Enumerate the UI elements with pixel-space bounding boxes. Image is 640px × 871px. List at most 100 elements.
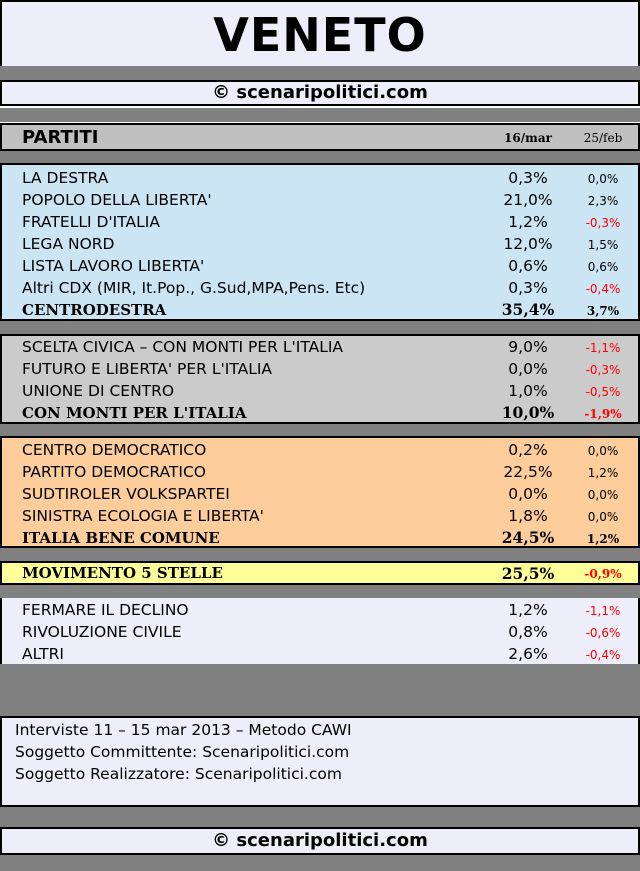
table-row: LEGA NORD 12,0% 1,5% xyxy=(2,233,638,255)
party-name: LISTA LAVORO LIBERTA' xyxy=(22,257,205,275)
party-value: 0,3% xyxy=(508,169,548,187)
header-col-previous: 25/feb xyxy=(583,131,623,145)
table-row: POPOLO DELLA LIBERTA' 21,0% 2,3% xyxy=(2,189,638,211)
party-delta: -0,3% xyxy=(585,363,621,377)
table-row: SINISTRA ECOLOGIA E LIBERTA' 1,8% 0,0% xyxy=(2,505,638,527)
party-name: FERMARE IL DECLINO xyxy=(22,601,189,619)
survey-producer: Soggetto Realizzatore: Scenaripolitici.c… xyxy=(15,765,342,783)
coalition-delta: -0,9% xyxy=(584,567,622,581)
table-row: Altri CDX (MIR, It.Pop., G.Sud,MPA,Pens.… xyxy=(2,277,638,299)
table-row: SCELTA CIVICA – CON MONTI PER L'ITALIA 9… xyxy=(2,336,638,358)
party-delta: -1,1% xyxy=(585,604,621,618)
page-title: VENETO xyxy=(0,0,640,66)
table-header: PARTITI 16/mar 25/feb xyxy=(0,123,640,151)
party-delta: 0,0% xyxy=(587,172,619,186)
party-name: RIVOLUZIONE CIVILE xyxy=(22,623,182,641)
separator xyxy=(0,422,640,436)
party-delta: -0,5% xyxy=(585,385,621,399)
separator xyxy=(0,66,640,80)
party-value: 0,8% xyxy=(508,623,548,641)
table-row: CENTRO DEMOCRATICO 0,2% 0,0% xyxy=(2,439,638,461)
party-value: 9,0% xyxy=(508,338,548,356)
party-value: 21,0% xyxy=(503,191,553,209)
total-row: ITALIA BENE COMUNE 24,5% 1,2% xyxy=(2,527,638,549)
party-delta: -1,1% xyxy=(585,341,621,355)
coalition-name: MOVIMENTO 5 STELLE xyxy=(22,564,223,582)
party-name: LA DESTRA xyxy=(22,169,109,187)
party-name: SUDTIROLER VOLKSPARTEI xyxy=(22,485,230,503)
party-name: CENTRO DEMOCRATICO xyxy=(22,441,207,459)
party-delta: 1,2% xyxy=(587,466,619,480)
party-value: 1,2% xyxy=(508,601,548,619)
party-name: SCELTA CIVICA – CON MONTI PER L'ITALIA xyxy=(22,338,344,356)
party-delta: -0,6% xyxy=(585,626,621,640)
separator xyxy=(0,664,640,716)
party-delta: 0,0% xyxy=(587,510,619,524)
table-row: UNIONE DI CENTRO 1,0% -0,5% xyxy=(2,380,638,402)
party-value: 12,0% xyxy=(503,235,553,253)
total-row: MOVIMENTO 5 STELLE 25,5% -0,9% xyxy=(2,563,638,583)
separator xyxy=(0,108,640,122)
coalition-value: 24,5% xyxy=(501,528,555,547)
party-value: 0,0% xyxy=(508,485,548,503)
party-name: UNIONE DI CENTRO xyxy=(22,382,175,400)
table-row: PARTITO DEMOCRATICO 22,5% 1,2% xyxy=(2,461,638,483)
separator xyxy=(0,151,640,163)
party-name: POPOLO DELLA LIBERTA' xyxy=(22,191,212,209)
table-row: SUDTIROLER VOLKSPARTEI 0,0% 0,0% xyxy=(2,483,638,505)
total-row: CENTRODESTRA 35,4% 3,7% xyxy=(2,299,638,321)
coalition-name: CON MONTI PER L'ITALIA xyxy=(22,404,247,422)
party-value: 1,8% xyxy=(508,507,548,525)
party-name: FRATELLI D'ITALIA xyxy=(22,213,160,231)
party-name: FUTURO E LIBERTA' PER L'ITALIA xyxy=(22,360,273,378)
total-row: CON MONTI PER L'ITALIA 10,0% -1,9% xyxy=(2,402,638,424)
separator xyxy=(0,855,640,871)
coalition-delta: 3,7% xyxy=(586,304,620,318)
party-name: LEGA NORD xyxy=(22,235,115,253)
table-row: FRATELLI D'ITALIA 1,2% -0,3% xyxy=(2,211,638,233)
coalition-delta: -1,9% xyxy=(584,407,622,421)
party-delta: -0,4% xyxy=(585,648,621,662)
party-name: PARTITO DEMOCRATICO xyxy=(22,463,206,481)
table-row: LISTA LAVORO LIBERTA' 0,6% 0,6% xyxy=(2,255,638,277)
party-value: 22,5% xyxy=(503,463,553,481)
separator xyxy=(0,547,640,561)
table-row: FERMARE IL DECLINO 1,2% -1,1% xyxy=(2,599,638,621)
header-partiti: PARTITI xyxy=(22,127,99,148)
site-banner-bottom: © scenaripolitici.com xyxy=(0,827,640,855)
party-name: Altri CDX (MIR, It.Pop., G.Sud,MPA,Pens.… xyxy=(22,279,366,297)
party-delta: -0,3% xyxy=(585,216,621,230)
party-delta: 0,0% xyxy=(587,444,619,458)
party-value: 0,6% xyxy=(508,257,548,275)
party-name: ALTRI xyxy=(22,645,64,663)
survey-dates: Interviste 11 – 15 mar 2013 – Metodo CAW… xyxy=(15,721,352,739)
coalition-value: 10,0% xyxy=(501,403,555,422)
table-row: LA DESTRA 0,3% 0,0% xyxy=(2,167,638,189)
survey-client: Soggetto Committente: Scenaripolitici.co… xyxy=(15,743,350,761)
coalition-name: CENTRODESTRA xyxy=(22,301,167,319)
party-value: 1,0% xyxy=(508,382,548,400)
party-delta: -0,4% xyxy=(585,282,621,296)
party-delta: 0,6% xyxy=(587,260,619,274)
party-value: 0,3% xyxy=(508,279,548,297)
coalition-value: 25,5% xyxy=(501,564,555,583)
table-row: RIVOLUZIONE CIVILE 0,8% -0,6% xyxy=(2,621,638,643)
party-delta: 1,5% xyxy=(587,238,619,252)
monti-block: SCELTA CIVICA – CON MONTI PER L'ITALIA 9… xyxy=(0,334,640,424)
party-value: 2,6% xyxy=(508,645,548,663)
party-value: 0,2% xyxy=(508,441,548,459)
coalition-name: ITALIA BENE COMUNE xyxy=(22,529,220,547)
coalition-delta: 1,2% xyxy=(586,532,620,546)
coalition-value: 35,4% xyxy=(501,300,555,319)
party-name: SINISTRA ECOLOGIA E LIBERTA' xyxy=(22,507,264,525)
centrodestra-block: LA DESTRA 0,3% 0,0% POPOLO DELLA LIBERTA… xyxy=(0,163,640,321)
others-block: FERMARE IL DECLINO 1,2% -1,1% RIVOLUZION… xyxy=(0,598,640,664)
survey-info: Interviste 11 – 15 mar 2013 – Metodo CAW… xyxy=(0,716,640,807)
table-row: FUTURO E LIBERTA' PER L'ITALIA 0,0% -0,3… xyxy=(2,358,638,380)
party-delta: 0,0% xyxy=(587,488,619,502)
m5s-block: MOVIMENTO 5 STELLE 25,5% -0,9% xyxy=(0,561,640,585)
party-value: 1,2% xyxy=(508,213,548,231)
party-delta: 2,3% xyxy=(587,194,619,208)
party-value: 0,0% xyxy=(508,360,548,378)
separator xyxy=(0,807,640,827)
